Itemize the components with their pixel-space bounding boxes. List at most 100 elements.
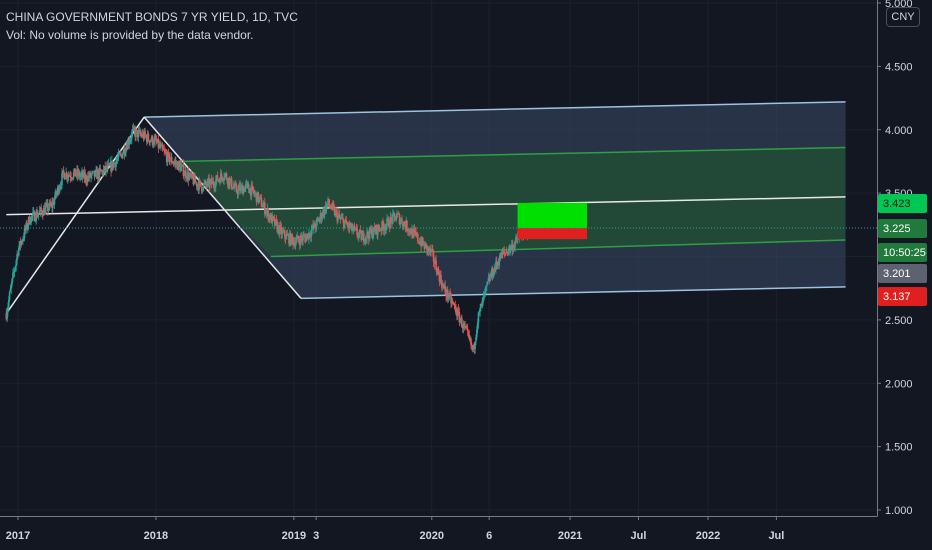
candle [383, 223, 386, 237]
candle [116, 152, 119, 165]
candle [382, 220, 385, 236]
candle [368, 226, 371, 242]
candle [206, 178, 209, 189]
outer-channel-top-line[interactable] [144, 101, 846, 118]
candle-body [211, 180, 214, 185]
triangle-right-line[interactable] [143, 116, 302, 299]
candle-body [451, 301, 454, 303]
candle [250, 180, 253, 201]
candle-body [376, 225, 378, 235]
candle-body [161, 144, 164, 149]
inner-channel-top-line[interactable] [178, 146, 846, 163]
candle-body [28, 216, 31, 224]
candle [95, 165, 97, 172]
candle-body [44, 207, 47, 215]
trend-line[interactable] [6, 196, 846, 216]
inner-channel-bottom-line[interactable] [270, 239, 846, 258]
candle-body [216, 175, 219, 182]
price-label-bg [878, 219, 927, 238]
candle [179, 160, 181, 174]
candle-body [476, 322, 479, 330]
candle-body [371, 229, 373, 238]
candle-body [171, 162, 174, 164]
candle [452, 301, 455, 306]
candle [500, 250, 503, 259]
candle [20, 240, 23, 248]
candle-body [204, 181, 206, 184]
candle [192, 173, 195, 187]
candle-body [194, 175, 196, 183]
candle-body [264, 212, 267, 215]
candle-body [433, 261, 436, 264]
candle-body [298, 241, 301, 245]
candle-body [182, 164, 185, 177]
candle-body [323, 210, 325, 215]
candle-body [71, 177, 74, 179]
candle [136, 129, 138, 132]
candle-body [432, 251, 435, 262]
candle-body [460, 317, 462, 321]
candle-body [77, 171, 80, 176]
outer-channel-bottom-line[interactable] [301, 286, 846, 300]
candle-body [229, 178, 232, 180]
triangle-left-line[interactable] [5, 116, 145, 314]
candle [466, 323, 469, 337]
candle-body [360, 230, 363, 240]
stop-loss-zone[interactable] [517, 227, 588, 240]
candle-body [405, 220, 407, 229]
profit-zone[interactable] [517, 202, 588, 228]
candle [421, 237, 424, 246]
candle-body [133, 127, 136, 131]
candle [83, 166, 86, 184]
long-position-tool[interactable] [517, 202, 588, 240]
candle-body [190, 173, 193, 177]
price-label-bg [878, 287, 927, 306]
candle [14, 265, 17, 272]
volume-note: Vol: No volume is provided by the data v… [6, 28, 254, 42]
candle-body [470, 338, 472, 346]
candle-body [382, 221, 384, 226]
candle [263, 201, 265, 209]
candle [191, 173, 194, 180]
candle [442, 283, 445, 289]
candle-body [150, 136, 153, 141]
candle-body [293, 242, 295, 245]
candle-body [363, 241, 366, 243]
candle-body [437, 268, 440, 274]
candle [460, 315, 462, 326]
candle-body [15, 260, 18, 266]
candle [296, 231, 299, 239]
candle [414, 226, 417, 236]
candle-body [345, 219, 348, 224]
candle-body [351, 223, 353, 231]
candle-body [142, 133, 145, 139]
candle [485, 285, 487, 294]
candle-body [419, 241, 422, 245]
peak-triangle[interactable] [5, 116, 302, 314]
candle [226, 178, 229, 188]
candle-body [338, 214, 340, 216]
candle [426, 245, 429, 256]
candle [325, 201, 328, 215]
candle-body [274, 219, 277, 226]
candle-body [372, 234, 374, 238]
candle [106, 161, 108, 172]
candle [180, 160, 183, 172]
candle [160, 141, 162, 151]
currency-button[interactable]: CNY [886, 7, 920, 27]
candle-body [81, 172, 84, 178]
candle [198, 176, 200, 194]
candle [390, 213, 392, 224]
candle [120, 151, 122, 158]
candle [75, 174, 77, 178]
inner-channel-fill [178, 147, 846, 257]
candle-body [427, 247, 430, 252]
candle-body [105, 166, 107, 172]
x-tick-label: 3 [313, 530, 319, 542]
time-axis[interactable] [0, 516, 932, 550]
inner-channel[interactable] [178, 146, 846, 258]
candle [251, 181, 254, 191]
candle [318, 217, 320, 222]
candle-body [338, 214, 341, 218]
